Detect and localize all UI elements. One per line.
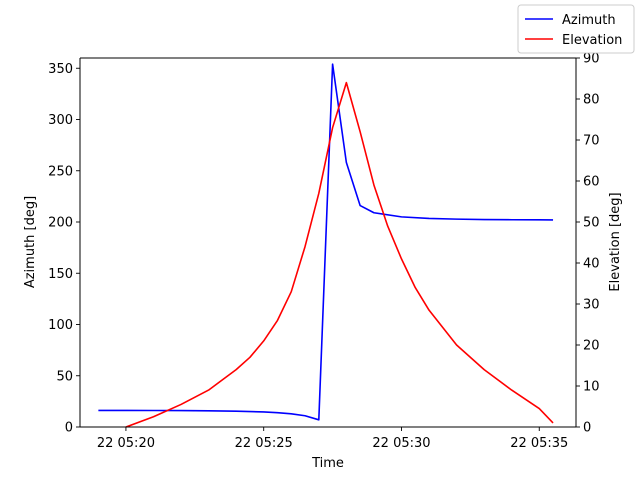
left-y-tick-label: 200 (48, 216, 73, 231)
right-y-tick-label: 30 (583, 298, 600, 313)
series-line-elevation (125, 81, 554, 428)
series-layer (98, 63, 554, 428)
right-y-tick-label: 50 (583, 216, 600, 231)
right-y-tick-label: 40 (583, 257, 600, 272)
left-y-tick-label: 350 (48, 62, 73, 77)
right-y-axis-label: Elevation [deg] (608, 192, 623, 291)
left-y-tick-label: 150 (48, 267, 73, 282)
legend: Azimuth Elevation (517, 4, 635, 54)
right-y-tick-label: 20 (583, 339, 600, 354)
x-tick-label: 22 05:20 (97, 436, 155, 451)
legend-frame (517, 4, 635, 54)
x-axis-label: Time (311, 456, 344, 471)
legend-label-elevation: Elevation (562, 33, 622, 48)
left-y-axis-label: Azimuth [deg] (23, 196, 38, 288)
right-y-tick-label: 70 (583, 134, 600, 149)
x-tick-label: 22 05:35 (510, 436, 568, 451)
x-tick-label: 22 05:25 (235, 436, 293, 451)
right-y-tick-label: 0 (583, 421, 591, 436)
left-y-tick-label: 0 (65, 421, 73, 436)
left-y-tick-label: 100 (48, 318, 73, 333)
right-y-tick-label: 60 (583, 175, 600, 190)
right-y-ticks: 0 10 20 30 40 50 60 70 80 90 (576, 52, 600, 436)
legend-label-azimuth: Azimuth (562, 13, 616, 28)
x-tick-label: 22 05:30 (372, 436, 430, 451)
left-y-ticks: 0 50 100 150 200 250 300 350 (48, 62, 80, 436)
plot-area (80, 58, 576, 427)
left-y-tick-label: 50 (56, 369, 73, 384)
left-y-tick-label: 250 (48, 164, 73, 179)
series-line-azimuth (98, 63, 554, 421)
left-y-tick-label: 300 (48, 113, 73, 128)
right-y-tick-label: 10 (583, 380, 600, 395)
x-ticks: 22 05:20 22 05:25 22 05:30 22 05:35 (97, 427, 568, 451)
right-y-tick-label: 90 (583, 52, 600, 67)
right-y-tick-label: 80 (583, 93, 600, 108)
